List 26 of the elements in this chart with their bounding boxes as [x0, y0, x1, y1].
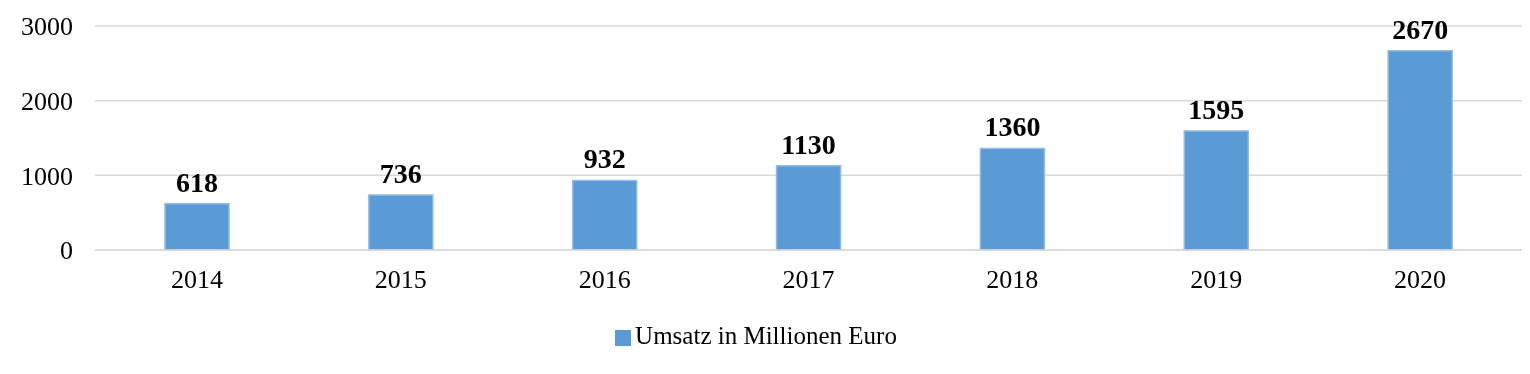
data-label: 736: [379, 158, 422, 190]
bar: [571, 179, 638, 250]
legend-label: Umsatz in Millionen Euro: [635, 322, 897, 349]
bar: [775, 164, 842, 250]
x-tick-label: 2014: [170, 265, 223, 295]
x-tick-label: 2019: [1190, 265, 1243, 295]
bar: [1387, 49, 1453, 250]
data-label: 1360: [984, 111, 1041, 143]
y-tick-label: 2000: [21, 86, 73, 116]
data-label: 1595: [1188, 93, 1245, 125]
y-tick-label: 3000: [21, 12, 73, 42]
bar: [1183, 130, 1250, 250]
x-tick-label: 2016: [578, 265, 631, 295]
y-tick-label: 0: [60, 236, 73, 266]
bar: [368, 194, 434, 250]
x-tick-label: 2020: [1394, 265, 1447, 295]
x-tick-label: 2015: [374, 265, 427, 295]
data-label: 932: [583, 143, 626, 175]
y-tick-label: 1000: [21, 161, 73, 191]
x-tick-label: 2017: [782, 265, 835, 295]
data-label: 1130: [781, 128, 836, 160]
bar: [164, 203, 230, 250]
bar: [979, 147, 1046, 250]
data-label: 618: [176, 166, 218, 198]
data-label: 2670: [1392, 13, 1449, 45]
x-tick-label: 2018: [986, 265, 1039, 295]
